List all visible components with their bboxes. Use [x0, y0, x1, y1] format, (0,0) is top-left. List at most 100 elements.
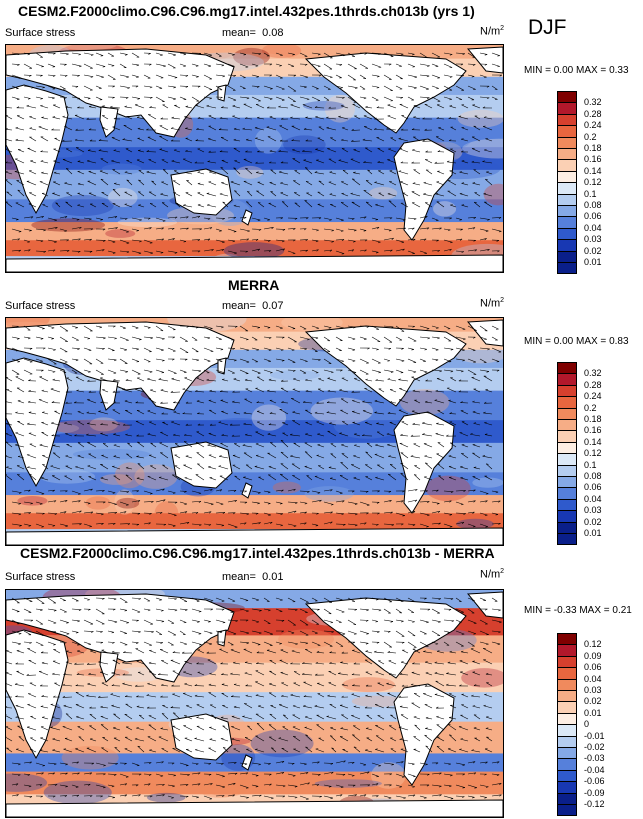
stress-vector-head — [100, 631, 103, 633]
stress-vector-head — [423, 650, 426, 652]
stress-vector — [215, 773, 225, 777]
stress-vector-head — [231, 434, 235, 437]
stress-vector — [17, 474, 25, 481]
stress-vector — [148, 114, 157, 120]
stress-vector — [6, 401, 13, 404]
stress-vector — [179, 239, 187, 242]
stress-vector — [119, 358, 128, 364]
stress-vector — [83, 63, 93, 69]
stress-vector — [197, 649, 205, 654]
stress-vector-head — [338, 159, 342, 161]
stress-vector — [28, 693, 37, 698]
stress-vector — [470, 648, 481, 654]
stress-vector — [35, 358, 43, 362]
stress-vector — [383, 608, 391, 614]
stress-vector — [35, 336, 44, 339]
stress-vector — [443, 85, 453, 91]
stress-vector — [112, 409, 121, 415]
stress-vector — [287, 63, 295, 67]
stress-vector — [268, 724, 277, 731]
stress-vector-head — [460, 476, 463, 479]
stress-vector — [279, 171, 289, 175]
stress-vector — [64, 422, 73, 426]
stress-vector-head — [160, 727, 164, 729]
stress-vector — [158, 736, 169, 742]
panel-2-mean: mean= 0.07 — [222, 300, 284, 312]
stress-vector — [122, 662, 133, 665]
stress-vector-head — [342, 500, 345, 503]
stress-vector — [443, 762, 451, 765]
stress-vector — [299, 795, 309, 800]
stress-vector-head — [281, 620, 285, 622]
stress-vector — [35, 762, 45, 766]
stress-vector-head — [364, 706, 368, 709]
stress-vector — [119, 228, 129, 233]
stress-vector — [63, 748, 73, 753]
stress-vector — [328, 181, 337, 186]
continent-outline — [217, 84, 227, 102]
stress-vector — [335, 608, 345, 613]
stress-vector — [443, 228, 451, 231]
stress-vector-head — [340, 661, 343, 663]
stress-vector — [243, 648, 253, 654]
stress-vector — [186, 749, 193, 753]
stress-vector — [29, 127, 37, 131]
stress-vector-head — [113, 774, 117, 776]
stress-vector — [413, 105, 421, 109]
stress-vector — [89, 713, 97, 720]
stress-vector — [299, 74, 308, 78]
stress-vector — [124, 748, 133, 753]
stress-vector-head — [351, 490, 355, 493]
stress-blob — [278, 629, 335, 649]
stress-vector-head — [292, 705, 296, 707]
stress-vector-head — [148, 762, 152, 765]
stress-vector-head — [364, 53, 367, 55]
stress-vector-head — [15, 704, 19, 706]
stress-vector-head — [281, 772, 285, 775]
stress-vector — [387, 159, 397, 164]
stress-vector — [131, 500, 141, 503]
stress-vector — [287, 347, 295, 351]
stress-vector-head — [136, 695, 139, 698]
stress-vector-head — [412, 423, 415, 425]
stress-vector — [203, 511, 212, 514]
stress-vector — [251, 85, 260, 87]
stress-vector — [47, 347, 56, 351]
stress-vector — [275, 489, 284, 492]
stress-vector-head — [198, 370, 202, 373]
stress-vector — [335, 85, 343, 88]
stress-vector — [119, 52, 128, 55]
colorbar-tick-label: 0.1 — [584, 459, 597, 470]
stress-vector — [431, 630, 441, 636]
stress-vector-head — [161, 412, 164, 415]
stress-vector — [112, 189, 121, 197]
stress-vector — [47, 325, 55, 329]
stress-vector-head — [208, 150, 211, 153]
stress-vector-head — [306, 217, 309, 220]
stress-vector — [41, 117, 49, 120]
stress-vector — [196, 726, 205, 731]
stress-vector-head — [28, 390, 31, 392]
stress-vector — [78, 476, 85, 481]
stress-vector — [196, 431, 205, 437]
stress-vector — [484, 201, 493, 208]
stress-vector-head — [434, 693, 438, 695]
stress-vector-head — [305, 167, 308, 169]
stress-vector — [183, 158, 193, 164]
stress-vector-head — [196, 76, 199, 78]
stress-vector-head — [174, 216, 178, 219]
stress-vector-head — [65, 105, 68, 108]
stress-vector-head — [39, 503, 43, 505]
stress-vector — [191, 500, 201, 503]
stress-vector — [148, 191, 157, 197]
colorbar-tick-label: 0.12 — [584, 448, 602, 459]
stress-vector — [179, 511, 188, 514]
stress-vector — [207, 659, 217, 665]
stress-vector — [148, 662, 157, 665]
stress-vector — [215, 630, 223, 633]
stress-vector — [352, 734, 361, 742]
stress-vector — [51, 422, 61, 426]
stress-vector — [101, 192, 109, 197]
panel-2-map — [5, 317, 504, 546]
stress-vector-head — [86, 694, 89, 697]
